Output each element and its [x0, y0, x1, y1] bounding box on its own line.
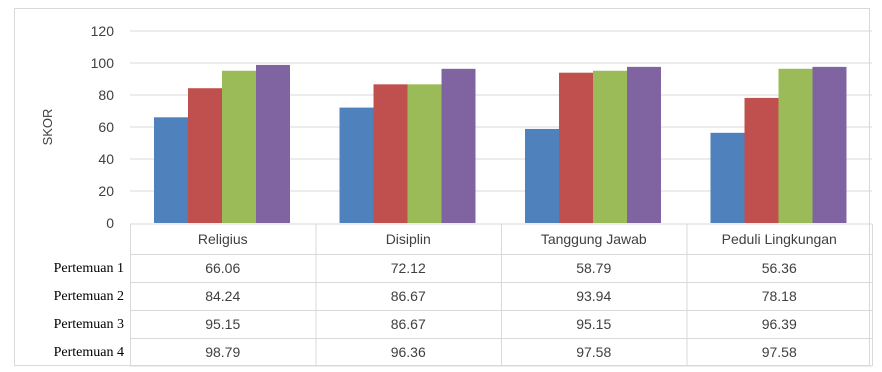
y-tick-label: 60: [98, 119, 114, 135]
bar: [593, 70, 627, 223]
bar: [407, 84, 442, 223]
data-label: 93.94: [576, 288, 611, 304]
y-tick-label: 0: [106, 215, 114, 231]
y-tick-label: 40: [98, 151, 114, 167]
y-tick-label: 80: [98, 87, 114, 103]
data-label: 72.12: [391, 260, 426, 276]
data-label: 58.79: [576, 260, 611, 276]
data-label: 84.24: [205, 288, 240, 304]
y-tick-label: 100: [91, 55, 115, 71]
bar: [441, 68, 476, 223]
data-label: 86.67: [391, 288, 426, 304]
category-label: Tanggung Jawab: [541, 231, 647, 247]
data-label: 97.58: [762, 344, 797, 360]
data-label: 96.36: [391, 344, 426, 360]
y-tick-label: 120: [91, 23, 115, 39]
y-axis-label: SKOR: [40, 109, 55, 146]
bar: [525, 128, 559, 223]
category-label: Religius: [198, 231, 248, 247]
bar: [710, 132, 745, 223]
data-label: 96.39: [762, 316, 797, 332]
bar: [188, 88, 222, 223]
series-label: Pertemuan 1: [54, 261, 124, 276]
category-label: Disiplin: [386, 231, 431, 247]
data-label: 95.15: [576, 316, 611, 332]
data-label: 98.79: [205, 344, 240, 360]
bar: [812, 66, 847, 223]
series-label: Pertemuan 4: [54, 345, 124, 360]
bar: [373, 84, 408, 223]
bar: [222, 70, 256, 223]
data-label: 95.15: [205, 316, 240, 332]
category-label: Peduli Lingkungan: [722, 231, 837, 247]
data-label: 78.18: [762, 288, 797, 304]
bar: [339, 107, 374, 223]
bar: [744, 97, 779, 223]
bar: [154, 117, 188, 223]
data-label: 56.36: [762, 260, 797, 276]
data-label: 97.58: [576, 344, 611, 360]
bar: [778, 68, 813, 223]
y-tick-label: 20: [98, 183, 114, 199]
series-label: Pertemuan 3: [54, 317, 124, 332]
bar: [256, 64, 290, 223]
series-label: Pertemuan 2: [54, 289, 124, 304]
bar: [627, 66, 661, 223]
data-label: 66.06: [205, 260, 240, 276]
bar: [559, 72, 593, 223]
data-label: 86.67: [391, 316, 426, 332]
